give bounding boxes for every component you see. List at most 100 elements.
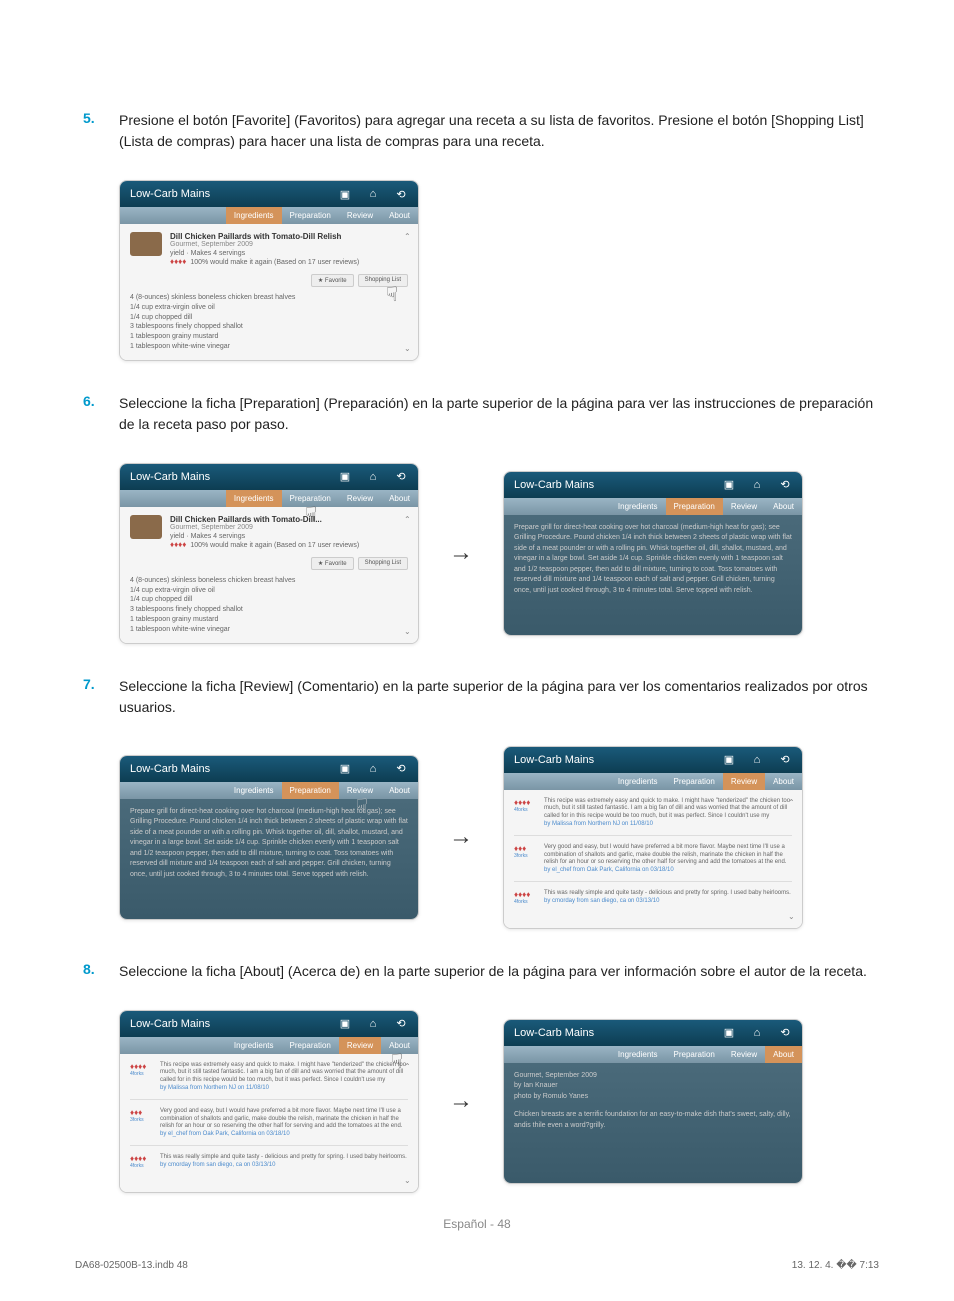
tab-review[interactable]: Review — [723, 773, 765, 790]
back-icon[interactable]: ⟲ — [394, 762, 408, 776]
recipe-yield: yield · Makes 4 servings — [170, 250, 359, 257]
scroll-down-icon[interactable]: ⌄ — [404, 627, 416, 639]
screenshot-step-8: Low-Carb Mains ▣ ⌂ ⟲ Ingredients Prepara… — [119, 1010, 879, 1193]
app-window-left: Low-Carb Mains ▣ ⌂ ⟲ Ingredients Prepara… — [119, 755, 419, 920]
tab-review[interactable]: Review — [339, 207, 381, 224]
ingredient-item: 1 tablespoon white-wine vinegar — [130, 625, 408, 635]
tab-review[interactable]: Review — [339, 490, 381, 507]
ingredient-item: 1 tablespoon grainy mustard — [130, 332, 408, 342]
header-icons: ▣ ⌂ ⟲ — [722, 753, 792, 767]
save-icon[interactable]: ▣ — [338, 1017, 352, 1031]
home-icon[interactable]: ⌂ — [366, 470, 380, 484]
save-icon[interactable]: ▣ — [338, 762, 352, 776]
scroll-down-icon[interactable]: ⌄ — [788, 912, 800, 924]
tab-review[interactable]: Review — [339, 1037, 381, 1054]
tab-about[interactable]: About — [381, 490, 418, 507]
tab-ingredients[interactable]: Ingredients — [226, 207, 282, 224]
home-icon[interactable]: ⌂ — [366, 762, 380, 776]
review-content: This was really simple and quite tasty -… — [160, 1154, 407, 1170]
review-forks-icon: ♦♦♦♦ — [514, 890, 538, 899]
tab-ingredients[interactable]: Ingredients — [226, 1037, 282, 1054]
app-window-left: Low-Carb Mains ▣ ⌂ ⟲ Ingredients Prepara… — [119, 463, 419, 644]
ingredients-list: 4 (8-ounces) skinless boneless chicken b… — [130, 576, 408, 635]
tab-ingredients[interactable]: Ingredients — [226, 490, 282, 507]
tab-review[interactable]: Review — [723, 1046, 765, 1063]
save-icon[interactable]: ▣ — [722, 753, 736, 767]
scroll-up-icon[interactable]: ⌃ — [788, 798, 800, 810]
home-icon[interactable]: ⌂ — [750, 753, 764, 767]
review-item: ♦♦♦♦ 4forks This was really simple and q… — [514, 890, 792, 912]
shopping-list-button[interactable]: Shopping List — [358, 274, 408, 287]
back-icon[interactable]: ⟲ — [778, 753, 792, 767]
tab-preparation[interactable]: Preparation — [282, 1037, 339, 1054]
tab-preparation[interactable]: Preparation — [282, 782, 339, 799]
app-body: ☟ ♦♦♦♦ 4forks This recipe was extremely … — [120, 1054, 418, 1192]
app-body: ♦♦♦♦ 4forks This recipe was extremely ea… — [504, 790, 802, 928]
tab-ingredients[interactable]: Ingredients — [610, 773, 666, 790]
tab-preparation[interactable]: Preparation — [666, 498, 723, 515]
ingredient-item: 1/4 cup chopped dill — [130, 595, 408, 605]
home-icon[interactable]: ⌂ — [366, 187, 380, 201]
shopping-list-button[interactable]: Shopping List — [358, 557, 408, 570]
review-author: by cmorday from san diego, ca on 03/13/1… — [160, 1162, 407, 1170]
favorite-button[interactable]: ★ Favorite — [311, 557, 354, 570]
review-text: This was really simple and quite tasty -… — [544, 890, 791, 896]
tabs: Ingredients Preparation Review About — [120, 207, 418, 224]
scroll-up-icon[interactable]: ⌃ — [404, 1062, 416, 1074]
home-icon[interactable]: ⌂ — [366, 1017, 380, 1031]
home-icon[interactable]: ⌂ — [750, 478, 764, 492]
tab-preparation[interactable]: Preparation — [666, 773, 723, 790]
tab-preparation[interactable]: Preparation — [282, 207, 339, 224]
scroll-down-icon[interactable]: ⌄ — [404, 1176, 416, 1188]
review-fork-count: 4forks — [514, 807, 538, 813]
review-text: Very good and easy, but I would have pre… — [544, 844, 786, 866]
doc-timestamp: 13. 12. 4. �� 7:13 — [792, 1260, 879, 1271]
screenshot-step-5: Low-Carb Mains ▣ ⌂ ⟲ Ingredients Prepara… — [119, 180, 879, 361]
back-icon[interactable]: ⟲ — [394, 187, 408, 201]
review-forks-icon: ♦♦♦♦ — [514, 798, 538, 807]
tab-ingredients[interactable]: Ingredients — [610, 1046, 666, 1063]
scroll-up-icon[interactable]: ⌃ — [404, 232, 416, 244]
tab-about[interactable]: About — [765, 773, 802, 790]
tab-about[interactable]: About — [765, 1046, 802, 1063]
save-icon[interactable]: ▣ — [338, 187, 352, 201]
back-icon[interactable]: ⟲ — [778, 1026, 792, 1040]
back-icon[interactable]: ⟲ — [778, 478, 792, 492]
scroll-up-icon[interactable]: ⌃ — [404, 515, 416, 527]
app-body: ☟ Prepare grill for direct-heat cooking … — [120, 799, 418, 919]
ingredient-item: 1 tablespoon white-wine vinegar — [130, 342, 408, 352]
ingredient-item: 3 tablespoons finely chopped shallot — [130, 322, 408, 332]
preparation-text: Prepare grill for direct-heat cooking ov… — [514, 523, 792, 597]
app-header: Low-Carb Mains ▣ ⌂ ⟲ — [120, 1011, 418, 1037]
header-icons: ▣ ⌂ ⟲ — [338, 762, 408, 776]
back-icon[interactable]: ⟲ — [394, 1017, 408, 1031]
scroll-down-icon[interactable]: ⌄ — [404, 344, 416, 356]
fork-rating-icon: ♦♦♦♦ — [170, 540, 186, 549]
recipe-title: Dill Chicken Paillards with Tomato-Dill … — [170, 232, 359, 241]
review-content: This recipe was extremely easy and quick… — [544, 798, 792, 829]
tab-ingredients[interactable]: Ingredients — [610, 498, 666, 515]
tab-ingredients[interactable]: Ingredients — [226, 782, 282, 799]
tab-about[interactable]: About — [381, 782, 418, 799]
tab-review[interactable]: Review — [723, 498, 765, 515]
review-fork-count: 3forks — [130, 1117, 154, 1123]
review-item: ♦♦♦♦ 4forks This recipe was extremely ea… — [130, 1062, 408, 1100]
save-icon[interactable]: ▣ — [722, 478, 736, 492]
review-content: Very good and easy, but I would have pre… — [160, 1108, 408, 1139]
recipe-header: Dill Chicken Paillards with Tomato-Dill … — [130, 232, 408, 266]
recipe-title: Dill Chicken Paillards with Tomato-Dill.… — [170, 515, 359, 524]
favorite-button[interactable]: ★ Favorite — [311, 274, 354, 287]
review-item: ♦♦♦♦ 4forks This was really simple and q… — [130, 1154, 408, 1176]
home-icon[interactable]: ⌂ — [750, 1026, 764, 1040]
save-icon[interactable]: ▣ — [722, 1026, 736, 1040]
save-icon[interactable]: ▣ — [338, 470, 352, 484]
review-content: This recipe was extremely easy and quick… — [160, 1062, 408, 1093]
app-header: Low-Carb Mains ▣ ⌂ ⟲ — [504, 747, 802, 773]
tab-about[interactable]: About — [765, 498, 802, 515]
review-text: This recipe was extremely easy and quick… — [544, 798, 790, 820]
tab-about[interactable]: About — [381, 207, 418, 224]
arrow-icon: → — [449, 823, 473, 851]
tab-preparation[interactable]: Preparation — [666, 1046, 723, 1063]
back-icon[interactable]: ⟲ — [394, 470, 408, 484]
step-number: 6. — [75, 393, 119, 435]
